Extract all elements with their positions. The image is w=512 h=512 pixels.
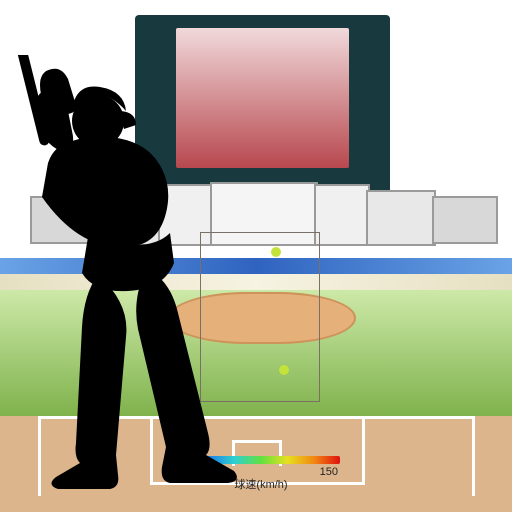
pitch-dot (279, 365, 289, 375)
pitch-location-diagram: 100 150 球速(km/h) (0, 0, 512, 512)
stand-right (432, 196, 498, 244)
stand-midright (366, 190, 436, 246)
pitch-dot (271, 247, 281, 257)
stand-centerr (314, 184, 370, 246)
batter-silhouette (0, 55, 260, 510)
legend-tick-max: 150 (320, 466, 338, 479)
